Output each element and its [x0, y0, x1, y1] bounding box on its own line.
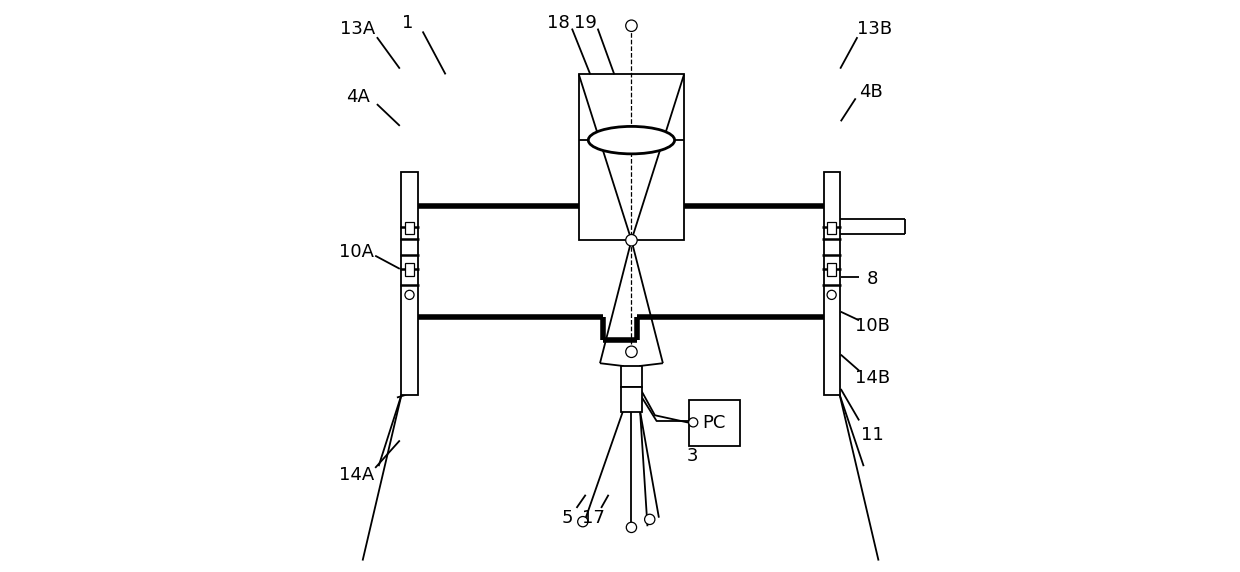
Text: 13A: 13A: [341, 19, 376, 38]
Circle shape: [626, 346, 637, 358]
Circle shape: [626, 522, 636, 533]
Bar: [620, 387, 642, 412]
Circle shape: [688, 418, 698, 427]
Bar: [827, 263, 836, 276]
Text: 5: 5: [562, 509, 573, 527]
Text: 1: 1: [402, 14, 413, 32]
Text: 10B: 10B: [856, 317, 890, 335]
Text: 11: 11: [862, 426, 884, 444]
Bar: [579, 74, 684, 240]
Text: 4A: 4A: [346, 88, 370, 106]
Text: 19: 19: [574, 14, 598, 32]
Bar: [827, 221, 836, 235]
Text: 13B: 13B: [857, 19, 892, 38]
Bar: [405, 221, 414, 235]
Circle shape: [405, 290, 414, 300]
Text: 18: 18: [547, 14, 570, 32]
Circle shape: [645, 514, 655, 525]
Bar: [823, 172, 839, 395]
Circle shape: [626, 235, 637, 246]
Text: 17: 17: [583, 509, 605, 527]
Bar: [402, 172, 418, 395]
Text: 8: 8: [867, 269, 878, 288]
Text: 14B: 14B: [856, 368, 890, 387]
Ellipse shape: [588, 126, 675, 154]
Bar: [688, 400, 740, 446]
Bar: [620, 366, 642, 387]
Circle shape: [626, 20, 637, 31]
Text: PC: PC: [703, 414, 727, 432]
Bar: [405, 263, 414, 276]
Circle shape: [578, 517, 588, 527]
Text: 10A: 10A: [340, 243, 374, 261]
Text: 4B: 4B: [858, 82, 883, 101]
Text: 3: 3: [687, 447, 698, 466]
Text: 14A: 14A: [340, 466, 374, 484]
Circle shape: [827, 290, 836, 300]
